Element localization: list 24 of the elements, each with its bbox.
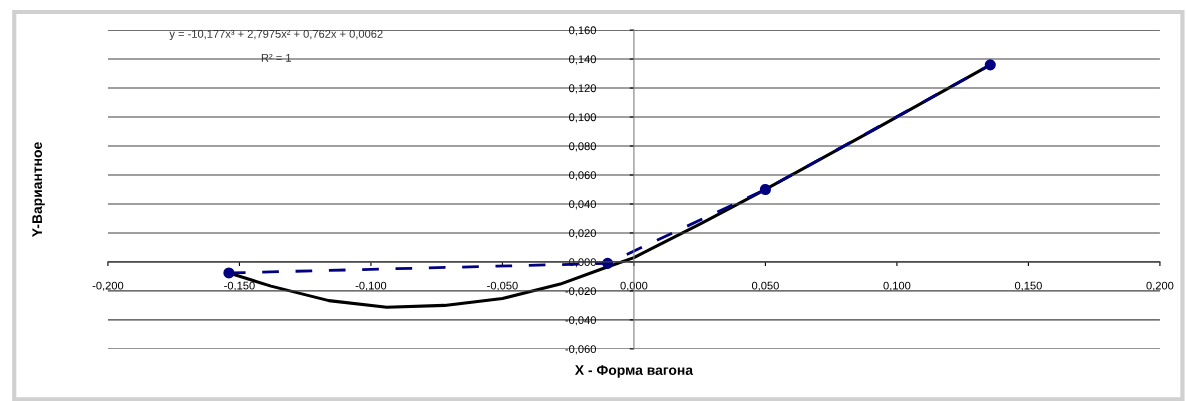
x-tick-label: 0,150 (1014, 281, 1042, 291)
y-axis-title: Y-Вариантное (32, 142, 45, 237)
y-tick-label: 0,060 (569, 171, 596, 181)
y-tick-label: -0,060 (565, 345, 596, 355)
x-tick-label: 0,200 (1146, 281, 1174, 291)
point (223, 267, 235, 279)
x-tick-label: 0,000 (620, 281, 648, 291)
point (984, 59, 996, 71)
y-tick-label: 0,140 (569, 55, 596, 65)
x-tick-label: 0,100 (883, 281, 911, 291)
y-tick-label: 0,020 (569, 229, 596, 239)
x-tick-label: -0,200 (92, 281, 124, 291)
point (759, 183, 771, 196)
x-tick-label: 0,050 (751, 281, 779, 291)
x-tick-label: -0,050 (487, 281, 518, 291)
annotation: y = -10,177x³ + 2,7975x² + 0,762x + 0,0062 (169, 29, 383, 41)
y-tick-label: 0,080 (569, 142, 596, 152)
y-tick-label: 0,120 (569, 84, 596, 94)
x-tick-label: -0,150 (224, 281, 255, 291)
annotation: R² = 1 (261, 53, 291, 62)
x-axis-title: X - Форма вагона (574, 365, 694, 378)
y-tick-label: 0,100 (569, 113, 596, 123)
y-tick-label: 0,040 (569, 200, 596, 210)
x-tick-label: -0,100 (355, 281, 387, 291)
